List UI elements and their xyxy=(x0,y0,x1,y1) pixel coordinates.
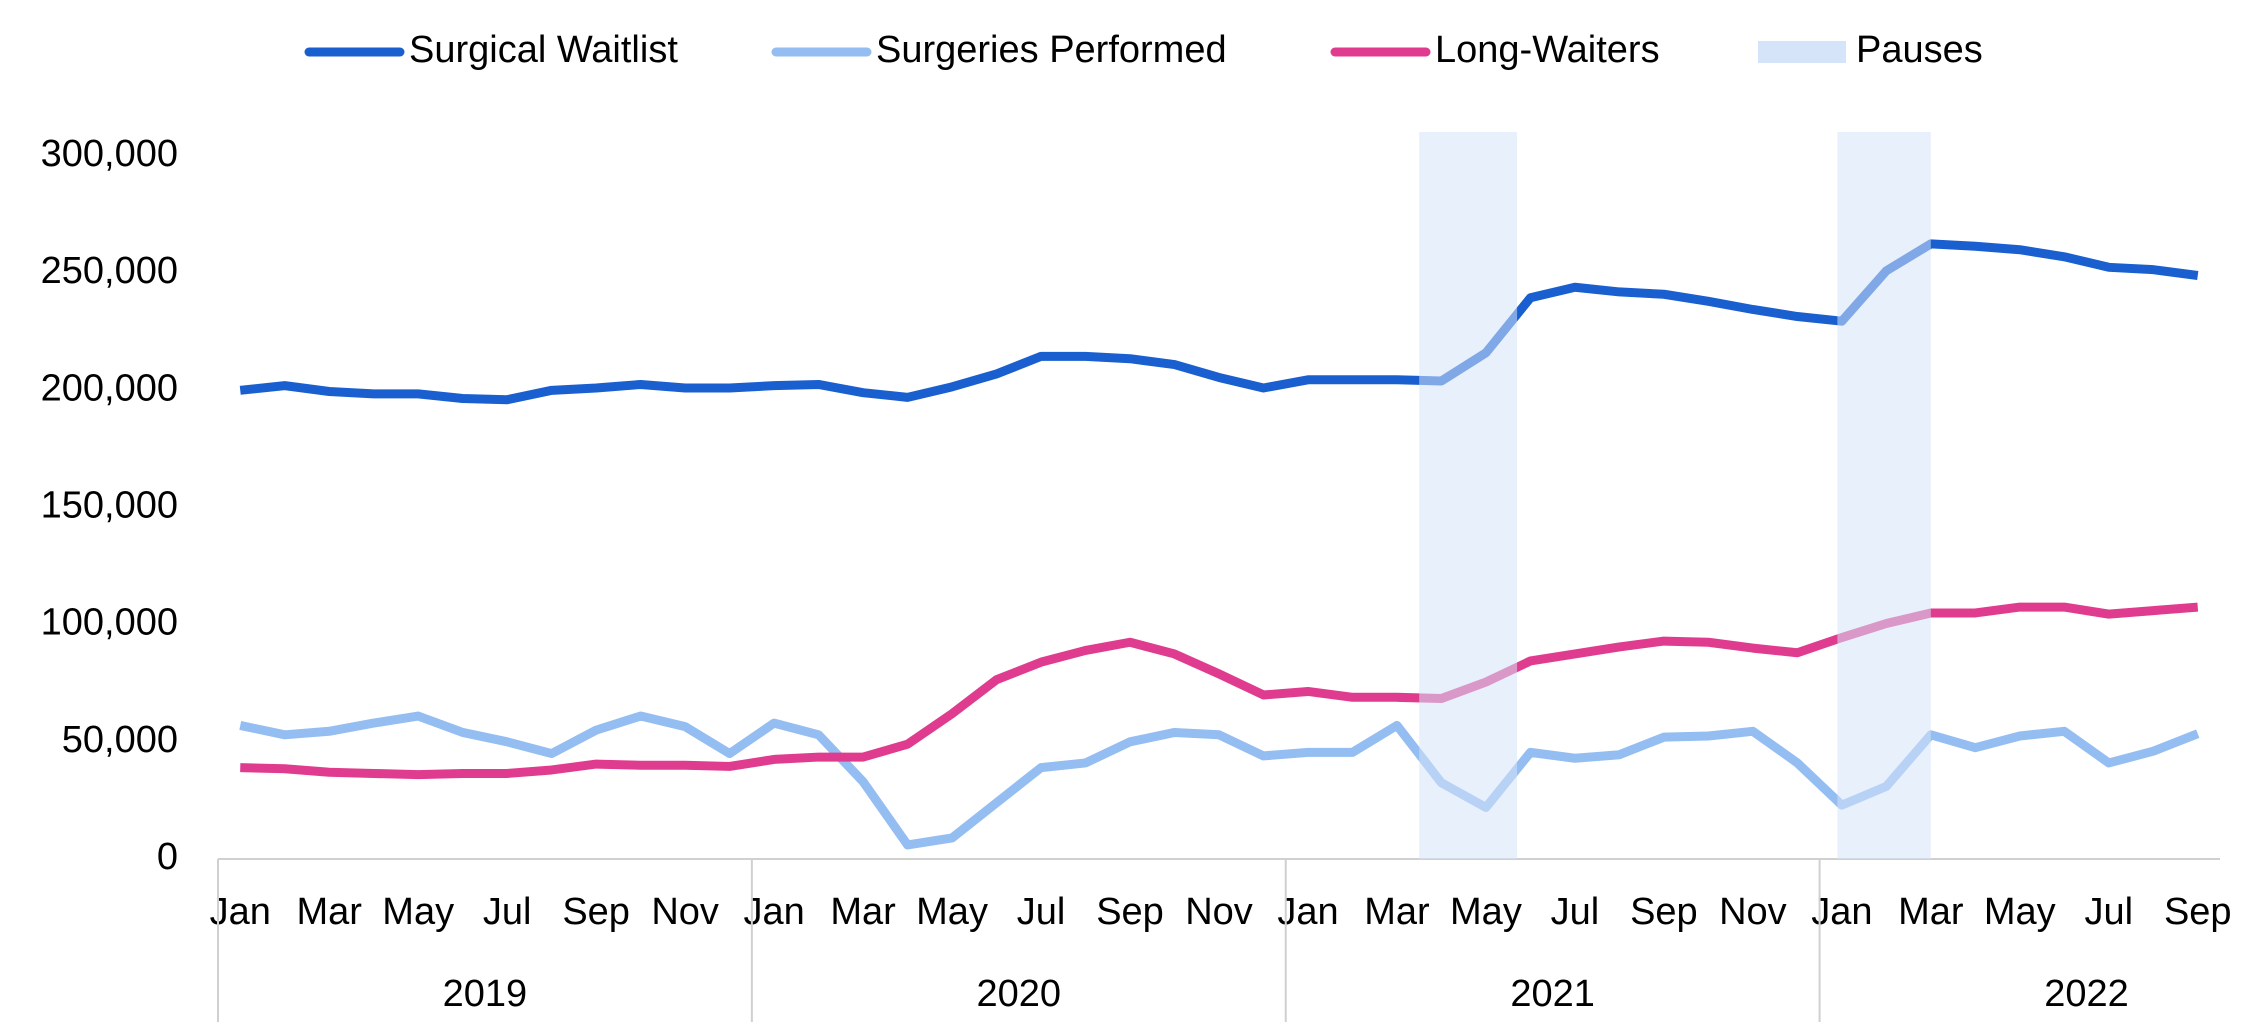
x-tick-label: Jan xyxy=(1811,891,1872,933)
legend-label: Surgical Waitlist xyxy=(409,29,678,71)
x-tick-label: Jul xyxy=(2084,891,2133,933)
x-tick-label: Nov xyxy=(651,891,719,933)
x-tick-label: May xyxy=(1450,891,1522,933)
x-tick-label: Nov xyxy=(1719,891,1787,933)
year-label: 2019 xyxy=(443,973,528,1015)
y-tick-label: 300,000 xyxy=(41,133,178,175)
year-label: 2022 xyxy=(2044,973,2129,1015)
legend-swatch xyxy=(1758,41,1846,63)
y-tick-label: 50,000 xyxy=(62,719,178,761)
x-tick-label: Jul xyxy=(483,891,532,933)
x-tick-label: Jul xyxy=(1551,891,1600,933)
legend-label: Surgeries Performed xyxy=(876,29,1227,71)
x-tick-label: Mar xyxy=(296,891,362,933)
y-tick-label: 0 xyxy=(157,836,178,878)
x-tick-label: Sep xyxy=(562,891,630,933)
x-tick-label: Jan xyxy=(210,891,271,933)
x-tick-label: May xyxy=(1984,891,2056,933)
x-tick-label: May xyxy=(916,891,988,933)
x-tick-label: Sep xyxy=(2164,891,2232,933)
year-label: 2020 xyxy=(977,973,1062,1015)
x-tick-label: Sep xyxy=(1630,891,1698,933)
legend-label: Long-Waiters xyxy=(1435,29,1660,71)
year-label: 2021 xyxy=(1510,973,1595,1015)
x-tick-label: Mar xyxy=(1364,891,1430,933)
y-tick-label: 100,000 xyxy=(41,602,178,644)
x-tick-label: Jan xyxy=(743,891,804,933)
x-tick-label: Sep xyxy=(1096,891,1164,933)
x-tick-label: Jan xyxy=(1277,891,1338,933)
x-tick-label: Mar xyxy=(1898,891,1964,933)
x-tick-label: Nov xyxy=(1185,891,1253,933)
y-tick-label: 250,000 xyxy=(41,250,178,292)
x-tick-label: May xyxy=(382,891,454,933)
x-tick-label: Jul xyxy=(1017,891,1066,933)
y-tick-label: 150,000 xyxy=(41,485,178,527)
legend-label: Pauses xyxy=(1856,29,1983,71)
pause-band xyxy=(1419,132,1518,859)
y-tick-label: 200,000 xyxy=(41,367,178,409)
x-tick-label: Mar xyxy=(830,891,896,933)
pause-band xyxy=(1837,132,1931,859)
